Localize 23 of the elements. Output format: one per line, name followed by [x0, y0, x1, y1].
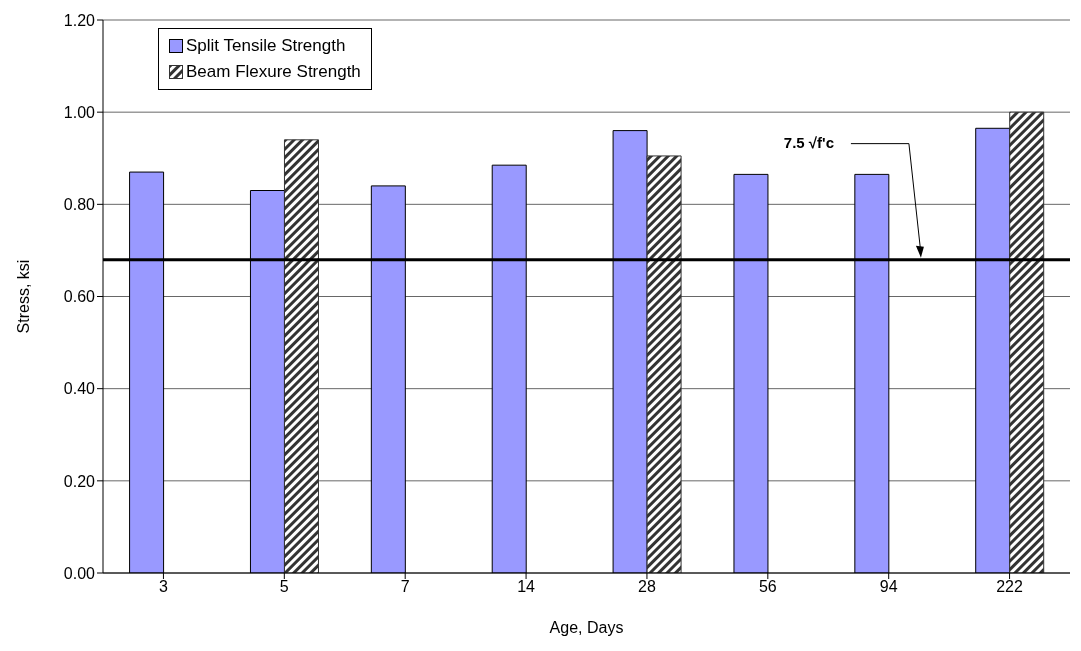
bar — [646, 155, 682, 573]
x-axis-title: Age, Days — [549, 619, 624, 636]
bar — [1009, 111, 1045, 573]
legend-label: Beam Flexure Strength — [186, 61, 361, 83]
legend-label: Split Tensile Strength — [186, 35, 346, 57]
y-tick-label: 0.20 — [63, 472, 96, 490]
bar — [283, 139, 319, 573]
y-axis-title: Stress, ksi — [14, 259, 32, 334]
x-tick-label: 56 — [758, 578, 777, 596]
ref-line-label: 7.5 √f'c — [783, 133, 834, 151]
y-tick-label: 1.20 — [63, 11, 96, 29]
y-tick-label: 1.00 — [63, 103, 96, 121]
x-tick-label: 3 — [158, 578, 168, 596]
x-tick-label: 5 — [279, 578, 289, 596]
x-tick-label: 94 — [879, 578, 898, 596]
y-tick-label: 0.40 — [63, 380, 96, 398]
y-tick-label: 0.80 — [63, 196, 96, 214]
x-tick-label: 28 — [638, 578, 656, 596]
y-tick-label: 0.00 — [63, 564, 96, 582]
x-tick-label: 7 — [400, 578, 410, 596]
x-tick-label: 14 — [517, 578, 536, 596]
y-tick-label: 0.60 — [63, 288, 96, 306]
x-tick-label: 222 — [996, 578, 1024, 596]
